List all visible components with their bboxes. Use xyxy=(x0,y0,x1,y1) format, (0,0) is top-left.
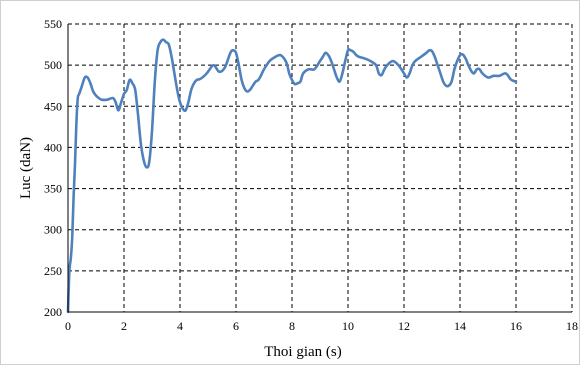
x-tick-label: 6 xyxy=(233,319,239,333)
y-tick-label: 500 xyxy=(44,58,62,72)
x-tick-label: 16 xyxy=(510,319,522,333)
x-tick-label: 14 xyxy=(454,319,466,333)
x-tick-label: 4 xyxy=(177,319,183,333)
y-tick-label: 450 xyxy=(44,99,62,113)
x-tick-labels: 0 2 4 6 8 10 12 14 16 18 xyxy=(65,319,578,333)
y-tick-label: 400 xyxy=(44,140,62,154)
x-tick-label: 0 xyxy=(65,319,71,333)
y-tick-labels: 200 250 300 350 400 450 500 550 xyxy=(44,17,62,319)
x-tick-label: 8 xyxy=(289,319,295,333)
y-tick-label: 550 xyxy=(44,17,62,31)
x-axis-title: Thoi gian (s) xyxy=(264,344,341,360)
y-tick-label: 350 xyxy=(44,182,62,196)
plot-area xyxy=(68,24,572,312)
y-tick-label: 250 xyxy=(44,264,62,278)
x-tick-label: 2 xyxy=(121,319,127,333)
x-tick-label: 18 xyxy=(566,319,578,333)
x-tick-label: 12 xyxy=(398,319,410,333)
x-tick-label: 10 xyxy=(342,319,354,333)
y-tick-label: 200 xyxy=(44,305,62,319)
y-axis-title: Luc (daN) xyxy=(18,137,34,199)
y-tick-label: 300 xyxy=(44,223,62,237)
